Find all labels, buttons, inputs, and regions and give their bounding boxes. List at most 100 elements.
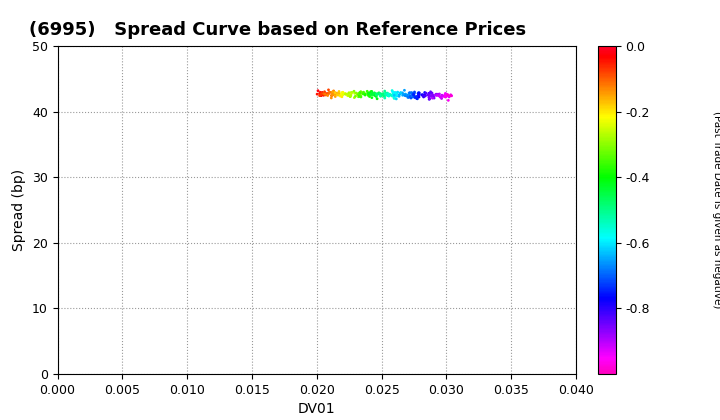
Point: [433, 91, 445, 97]
Point: [412, 93, 423, 100]
Point: [336, 91, 348, 98]
Point: [409, 89, 420, 95]
Point: [408, 91, 419, 97]
Point: [390, 89, 402, 96]
Point: [431, 91, 442, 98]
Point: [371, 92, 382, 98]
Point: [371, 91, 382, 97]
Point: [336, 93, 348, 100]
Point: [353, 91, 364, 98]
Point: [441, 93, 452, 100]
Point: [394, 91, 405, 98]
Point: [336, 91, 347, 98]
Point: [366, 89, 378, 96]
Point: [427, 95, 438, 102]
Point: [446, 92, 457, 99]
Point: [382, 92, 394, 99]
Point: [388, 92, 400, 99]
Point: [325, 89, 336, 96]
Point: [413, 92, 424, 99]
Point: [423, 92, 435, 98]
Point: [408, 91, 420, 98]
Point: [405, 93, 416, 100]
Point: [408, 92, 419, 99]
Point: [391, 90, 402, 97]
Point: [342, 91, 354, 98]
Point: [395, 90, 406, 97]
Point: [383, 92, 395, 99]
Point: [426, 92, 438, 99]
Point: [382, 92, 393, 99]
Point: [432, 91, 444, 98]
Point: [397, 92, 409, 98]
Point: [431, 91, 443, 98]
Point: [351, 90, 362, 97]
Point: [423, 92, 435, 98]
Point: [400, 92, 411, 99]
Point: [356, 89, 367, 96]
Point: [318, 92, 329, 99]
Point: [374, 91, 386, 98]
Point: [349, 93, 361, 100]
Point: [413, 90, 424, 97]
Point: [405, 92, 416, 99]
Point: [361, 90, 373, 97]
Point: [404, 89, 415, 96]
Point: [400, 92, 412, 99]
Point: [343, 90, 355, 97]
Point: [371, 93, 382, 100]
Point: [322, 92, 333, 98]
Point: [336, 89, 348, 96]
Point: [346, 89, 357, 96]
Point: [342, 92, 354, 99]
Point: [418, 94, 429, 100]
Point: [336, 90, 347, 97]
Y-axis label: Spread (bp): Spread (bp): [12, 169, 27, 251]
Point: [330, 91, 341, 98]
Point: [338, 91, 349, 97]
Point: [373, 90, 384, 97]
Point: [441, 91, 453, 98]
Point: [332, 92, 343, 98]
Point: [413, 89, 425, 96]
Point: [404, 93, 415, 100]
Point: [439, 91, 451, 98]
Point: [337, 91, 348, 98]
Point: [431, 92, 443, 99]
Point: [343, 90, 355, 97]
Point: [323, 89, 335, 96]
Point: [436, 95, 447, 102]
Point: [387, 92, 399, 99]
Point: [376, 91, 387, 97]
Point: [390, 96, 402, 102]
X-axis label: DV01: DV01: [298, 402, 336, 416]
Point: [344, 93, 356, 100]
Point: [445, 92, 456, 99]
Point: [358, 89, 369, 96]
Point: [359, 91, 371, 98]
Point: [392, 89, 403, 95]
Point: [333, 88, 345, 95]
Point: [317, 91, 328, 98]
Point: [328, 87, 339, 94]
Point: [432, 91, 444, 97]
Point: [413, 91, 425, 97]
Point: [375, 93, 387, 100]
Point: [338, 90, 349, 97]
Point: [346, 91, 357, 97]
Point: [319, 88, 330, 95]
Point: [431, 91, 442, 97]
Point: [381, 91, 392, 98]
Point: [436, 94, 447, 100]
Point: [440, 91, 451, 98]
Point: [406, 91, 418, 98]
Point: [348, 94, 360, 101]
Point: [387, 91, 399, 97]
Point: [400, 92, 412, 99]
Point: [327, 89, 338, 96]
Point: [314, 90, 325, 97]
Point: [430, 92, 441, 99]
Point: [374, 90, 386, 97]
Point: [444, 94, 455, 100]
Point: [413, 90, 424, 97]
